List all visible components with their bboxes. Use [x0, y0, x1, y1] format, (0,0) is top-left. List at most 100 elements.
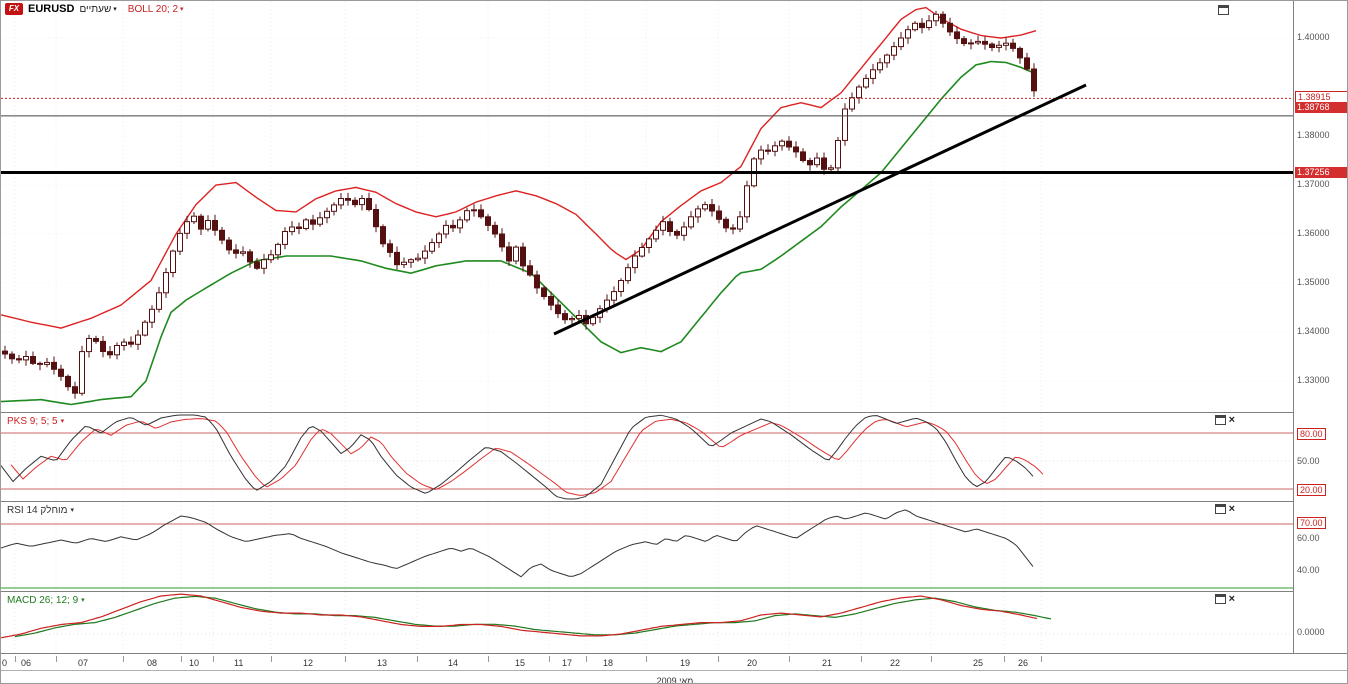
close-icon[interactable]: ×: [1228, 503, 1235, 515]
fx-logo: FX: [5, 3, 23, 15]
macd-line: [1, 593, 1038, 639]
price-tag: 1.38768: [1295, 102, 1347, 113]
tick-separator: [861, 656, 862, 662]
tick-separator: [1041, 656, 1042, 662]
restore-icon[interactable]: [1214, 415, 1226, 425]
symbol-label: EURUSD: [28, 3, 75, 15]
gridlines: [14, 502, 1042, 591]
tick-separator: [586, 656, 587, 662]
gridlines: [1, 1, 1293, 412]
time-tick-label: 13: [377, 658, 388, 668]
macd-canvas[interactable]: [1, 592, 1293, 653]
rsi-canvas[interactable]: [1, 502, 1293, 591]
time-tick-label: 19: [680, 658, 691, 668]
time-tick-label: 25: [973, 658, 984, 668]
time-tick-label: 12: [303, 658, 314, 668]
chevron-down-icon: ▾: [180, 5, 184, 13]
rsi-line: [1, 509, 1034, 578]
timeframe-label: שעתיים: [79, 3, 112, 15]
indicator-axis-label: 40.00: [1297, 565, 1320, 575]
rsi-indicator-selector[interactable]: RSI 14 מוחלק ▾: [7, 505, 74, 516]
price-axis-label: 1.37000: [1297, 179, 1330, 189]
pks-title: PKS 9; 5; 5: [7, 416, 58, 427]
tick-separator: [345, 656, 346, 662]
indicator-axis-label: 70.00: [1297, 517, 1326, 529]
timeframe-selector[interactable]: שעתיים ▾: [79, 4, 116, 15]
price-tag: 1.37256: [1295, 167, 1347, 178]
time-tick-label: 08: [147, 658, 158, 668]
tick-separator: [271, 656, 272, 662]
date-label: מאי 2009: [656, 676, 694, 684]
time-tick-label: 06: [21, 658, 32, 668]
bollinger-upper-line: [1, 6, 1037, 329]
tick-separator: [213, 656, 214, 662]
restore-icon: [1218, 5, 1229, 15]
time-tick-label: 10: [189, 658, 200, 668]
restore-window-button[interactable]: [1218, 5, 1229, 15]
indicator-axis-label: 50.00: [1297, 456, 1320, 466]
tick-separator: [488, 656, 489, 662]
price-axis: 1.40000 1.38000 1.37000 1.36000 1.35000 1.340…: [1293, 1, 1347, 653]
time-tick-label: 18: [603, 658, 614, 668]
gridlines: [14, 413, 1042, 501]
horizontal-lines[interactable]: [1, 97, 1293, 174]
indicator-axis-label: 0.0000: [1297, 627, 1325, 637]
macd-signal-line: [14, 595, 1052, 638]
chevron-down-icon: ▾: [60, 418, 65, 425]
rsi-indicator-panel: RSI 14 מוחלק ▾ ×: [1, 501, 1293, 591]
price-axis-label: 1.40000: [1297, 32, 1330, 42]
candles-layer: [2, 10, 1037, 399]
time-tick-label: 14: [448, 658, 459, 668]
gridlines: [14, 592, 1042, 653]
macd-indicator-selector[interactable]: MACD 26; 12; 9 ▾: [7, 595, 85, 606]
main-chart-panel: FX EURUSD שעתיים ▾ BOLL 20; 2 ▾: [1, 1, 1293, 412]
time-tick-label: 20: [747, 658, 758, 668]
macd-panel-buttons: ×: [1214, 593, 1235, 605]
restore-icon[interactable]: [1214, 594, 1226, 604]
price-axis-label: 1.33000: [1297, 375, 1330, 385]
close-icon[interactable]: ×: [1228, 593, 1235, 605]
tick-separator: [931, 656, 932, 662]
trend-line[interactable]: [553, 83, 1087, 336]
rsi-title: RSI 14 מוחלק: [7, 505, 68, 516]
time-tick-label: 15: [515, 658, 526, 668]
time-tick-label: 0: [2, 658, 8, 668]
time-tick-label: 07: [78, 658, 89, 668]
chevron-down-icon: ▾: [70, 507, 75, 514]
time-tick-label: 17: [562, 658, 573, 668]
time-tick-label: 21: [822, 658, 833, 668]
tick-separator: [56, 656, 57, 662]
main-chart-canvas[interactable]: [1, 1, 1293, 412]
tick-separator: [789, 656, 790, 662]
bollinger-lower-line: [1, 60, 1037, 406]
boll-label: BOLL 20; 2: [127, 3, 179, 15]
tick-separator: [15, 656, 16, 662]
tick-separator: [549, 656, 550, 662]
pks-indicator-selector[interactable]: PKS 9; 5; 5 ▾: [7, 416, 64, 427]
pks-d-line: [10, 418, 1044, 496]
price-axis-label: 1.35000: [1297, 277, 1330, 287]
chevron-down-icon: ▾: [81, 597, 85, 604]
tick-separator: [417, 656, 418, 662]
close-icon[interactable]: ×: [1228, 414, 1235, 426]
macd-indicator-panel: MACD 26; 12; 9 ▾ ×: [1, 591, 1293, 653]
chevron-down-icon: ▾: [113, 5, 117, 13]
macd-title: MACD 26; 12; 9: [7, 595, 79, 606]
tick-separator: [1004, 656, 1005, 662]
tick-separator: [718, 656, 719, 662]
pks-k-line: [1, 414, 1034, 500]
pks-panel-buttons: ×: [1214, 414, 1235, 426]
restore-icon[interactable]: [1214, 504, 1226, 514]
indicator-selector-boll[interactable]: BOLL 20; 2 ▾: [128, 4, 184, 15]
chart-header: FX EURUSD שעתיים ▾ BOLL 20; 2 ▾: [5, 3, 184, 15]
price-axis-label: 1.36000: [1297, 228, 1330, 238]
pks-canvas[interactable]: [1, 413, 1293, 501]
tick-separator: [123, 656, 124, 662]
indicator-axis-label: 20.00: [1297, 484, 1326, 496]
indicator-axis-label: 80.00: [1297, 428, 1326, 440]
time-tick-label: 26: [1018, 658, 1029, 668]
tick-separator: [181, 656, 182, 662]
time-axis: 0 06 07 08 10 11 12 13 14 15 17 18 19 20 21 22 25 26: [1, 653, 1347, 670]
time-tick-label: 22: [890, 658, 901, 668]
